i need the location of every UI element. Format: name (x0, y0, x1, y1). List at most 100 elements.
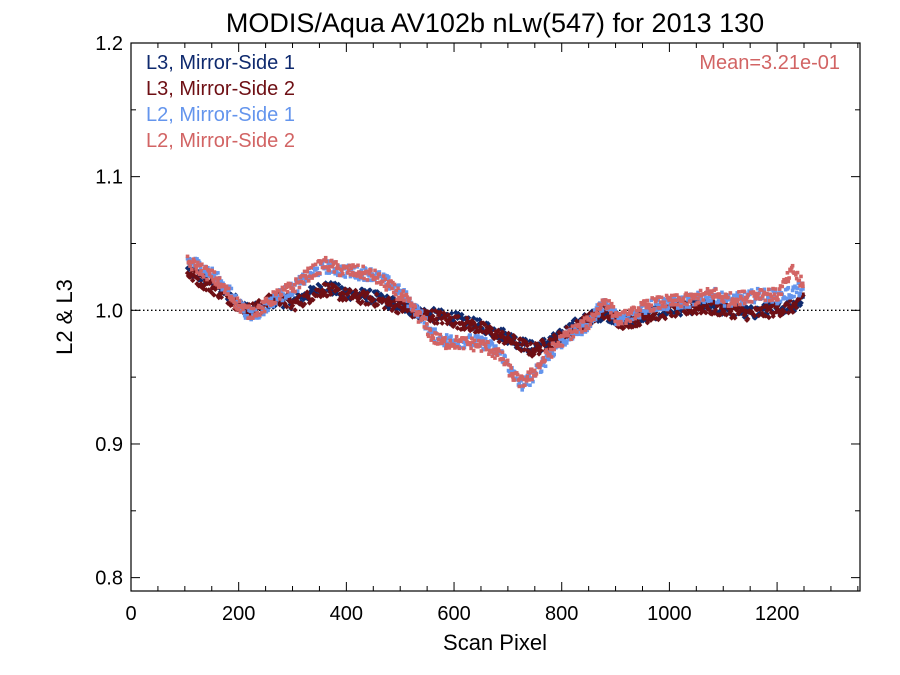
data-point (787, 276, 791, 280)
data-point (759, 288, 764, 292)
data-point (218, 282, 223, 287)
data-point (529, 367, 534, 372)
legend-entry: L2, Mirror-Side 1 (146, 104, 295, 126)
data-point (772, 296, 776, 301)
data-point (483, 344, 488, 349)
data-point (433, 327, 437, 331)
data-point (726, 293, 731, 297)
data-point (209, 275, 214, 279)
data-point (692, 296, 696, 301)
data-point (528, 371, 532, 375)
data-point (408, 296, 412, 301)
data-point (287, 293, 292, 298)
data-point (323, 255, 328, 260)
data-point (384, 288, 389, 292)
y-tick-label: 1.1 (95, 167, 123, 189)
data-point (480, 336, 485, 341)
data-point (393, 292, 398, 297)
data-point (233, 301, 238, 305)
data-point (290, 289, 295, 293)
data-point (675, 310, 681, 316)
data-point (760, 294, 765, 299)
data-point (385, 284, 389, 288)
data-point (752, 300, 757, 305)
data-point (630, 317, 635, 322)
data-point (301, 301, 308, 307)
data-point (773, 290, 778, 295)
data-point (712, 307, 719, 313)
data-point (648, 309, 653, 313)
data-point (256, 297, 262, 304)
data-point (335, 270, 339, 274)
data-point (776, 297, 780, 302)
data-point (541, 355, 546, 360)
data-point (797, 293, 802, 298)
data-point (278, 297, 282, 301)
data-point (507, 373, 512, 378)
data-point (242, 313, 247, 318)
data-point (624, 321, 628, 326)
data-point (756, 292, 761, 296)
data-point (706, 299, 711, 303)
data-point (292, 307, 298, 313)
data-point (284, 283, 288, 287)
data-point (310, 297, 316, 303)
data-point (532, 368, 537, 373)
data-point (280, 298, 285, 303)
data-point (602, 302, 607, 306)
data-point (592, 308, 597, 312)
data-point (799, 288, 803, 292)
data-point (437, 341, 442, 346)
data-point (564, 341, 569, 345)
data-point (498, 352, 502, 356)
data-point (426, 334, 431, 339)
y-axis: 0.8 0.9 1.0 1.1 1.2 (95, 33, 860, 590)
data-point (795, 270, 800, 275)
data-point (581, 319, 586, 324)
data-point (487, 346, 491, 351)
data-point (646, 302, 651, 307)
data-point (755, 286, 760, 291)
data-point (522, 383, 527, 388)
data-point (628, 319, 633, 324)
data-point (262, 309, 267, 314)
data-point (187, 256, 192, 261)
data-point (589, 318, 594, 323)
data-point (738, 302, 742, 307)
data-point (254, 313, 259, 318)
data-point (323, 265, 327, 269)
y-tick-label: 0.9 (95, 434, 123, 456)
data-point (560, 344, 565, 348)
data-point (400, 294, 405, 299)
data-point (300, 274, 304, 278)
data-point (694, 292, 699, 297)
data-point (755, 294, 760, 298)
data-point (672, 302, 677, 307)
data-point (659, 295, 664, 300)
data-point (356, 263, 360, 268)
data-point (671, 298, 676, 303)
data-point (473, 324, 479, 331)
data-point (340, 271, 345, 276)
data-point (379, 282, 383, 286)
data-point (731, 293, 736, 298)
data-point (434, 320, 440, 326)
data-point (515, 372, 520, 377)
data-point (414, 310, 419, 314)
data-point (271, 290, 276, 294)
data-point (801, 284, 805, 289)
data-point (611, 305, 616, 309)
data-point (517, 384, 522, 389)
data-point (374, 281, 379, 285)
data-point (615, 320, 620, 324)
data-point (570, 330, 574, 334)
data-point (425, 332, 430, 337)
data-point (237, 299, 242, 303)
data-point (511, 374, 515, 379)
data-point (415, 313, 420, 317)
data-point (548, 347, 553, 352)
data-point (714, 295, 719, 299)
data-point (642, 299, 647, 303)
data-point (626, 312, 631, 317)
data-point (353, 290, 360, 296)
